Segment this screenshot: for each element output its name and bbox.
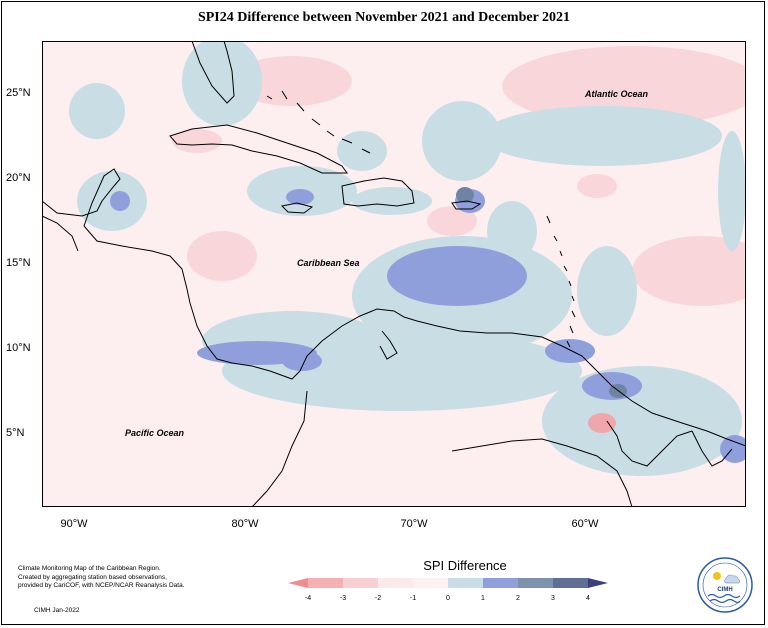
- map-border: [42, 41, 746, 507]
- lon-label-60w: 60°W: [571, 518, 599, 530]
- lat-label-25n: 25°N: [6, 87, 31, 99]
- negative-peak-area: [588, 413, 616, 433]
- caribbean-sea-label: Caribbean Sea: [297, 258, 360, 268]
- legend-swatch: [448, 578, 483, 588]
- lat-label-10n: 10°N: [6, 342, 31, 354]
- legend-swatch: [378, 578, 413, 588]
- legend-tick-label: 2: [516, 595, 520, 602]
- credits-date: CIMH Jan-2022: [34, 607, 80, 614]
- legend-swatch: [308, 578, 343, 588]
- lat-label-20n: 20°N: [6, 172, 31, 184]
- legend-arrow-right: [588, 578, 608, 588]
- map-title: SPI24 Difference between November 2021 a…: [197, 10, 571, 25]
- atlantic-ocean-label: Atlantic Ocean: [584, 89, 649, 99]
- legend-tick-label: 3: [551, 595, 555, 602]
- legend-tick-label: -1: [410, 595, 416, 602]
- credits-line-2: Created by aggregating station based obs…: [18, 573, 167, 581]
- cimh-logo: CIMH: [697, 557, 753, 613]
- credits-line-3: provided by CariCOF, with NCEP/NCAR Rean…: [18, 582, 185, 589]
- color-legend: -4 -3 -2 -1 0 1 2 3 4: [288, 578, 608, 602]
- credits-block: Climate Monitoring Map of the Caribbean …: [18, 565, 218, 591]
- legend-swatch: [413, 578, 448, 588]
- legend-tick-label: -2: [375, 595, 381, 602]
- lon-label-70w: 70°W: [400, 518, 428, 530]
- legend-swatch: [343, 578, 378, 588]
- pacific-ocean-label: Pacific Ocean: [125, 428, 185, 438]
- spi-map: Atlantic Ocean Caribbean Sea Pacific Oce…: [42, 41, 746, 507]
- logo-text: CIMH: [717, 587, 732, 593]
- lon-label-90w: 90°W: [60, 518, 88, 530]
- legend-arrow-left: [288, 578, 308, 588]
- lat-label-15n: 15°N: [6, 257, 31, 269]
- legend-swatch: [483, 578, 518, 588]
- strong-positive-areas: [110, 189, 746, 463]
- legend-tick-label: 4: [586, 595, 590, 602]
- coastlines: [42, 41, 746, 507]
- legend-swatch: [518, 578, 553, 588]
- legend-tick-label: 0: [446, 595, 450, 602]
- sun-icon: [713, 572, 721, 580]
- legend-tick-label: -4: [305, 595, 311, 602]
- lon-label-80w: 80°W: [231, 518, 259, 530]
- cloud-icon: [724, 574, 741, 584]
- legend-swatch: [553, 578, 588, 588]
- legend-title: SPI Difference: [423, 558, 507, 573]
- legend-tick-label: -3: [340, 595, 346, 602]
- credits-line-1: Climate Monitoring Map of the Caribbean …: [18, 565, 161, 572]
- wave-icon: [707, 593, 741, 599]
- legend-tick-label: 1: [481, 595, 485, 602]
- lat-label-5n: 5°N: [6, 427, 25, 439]
